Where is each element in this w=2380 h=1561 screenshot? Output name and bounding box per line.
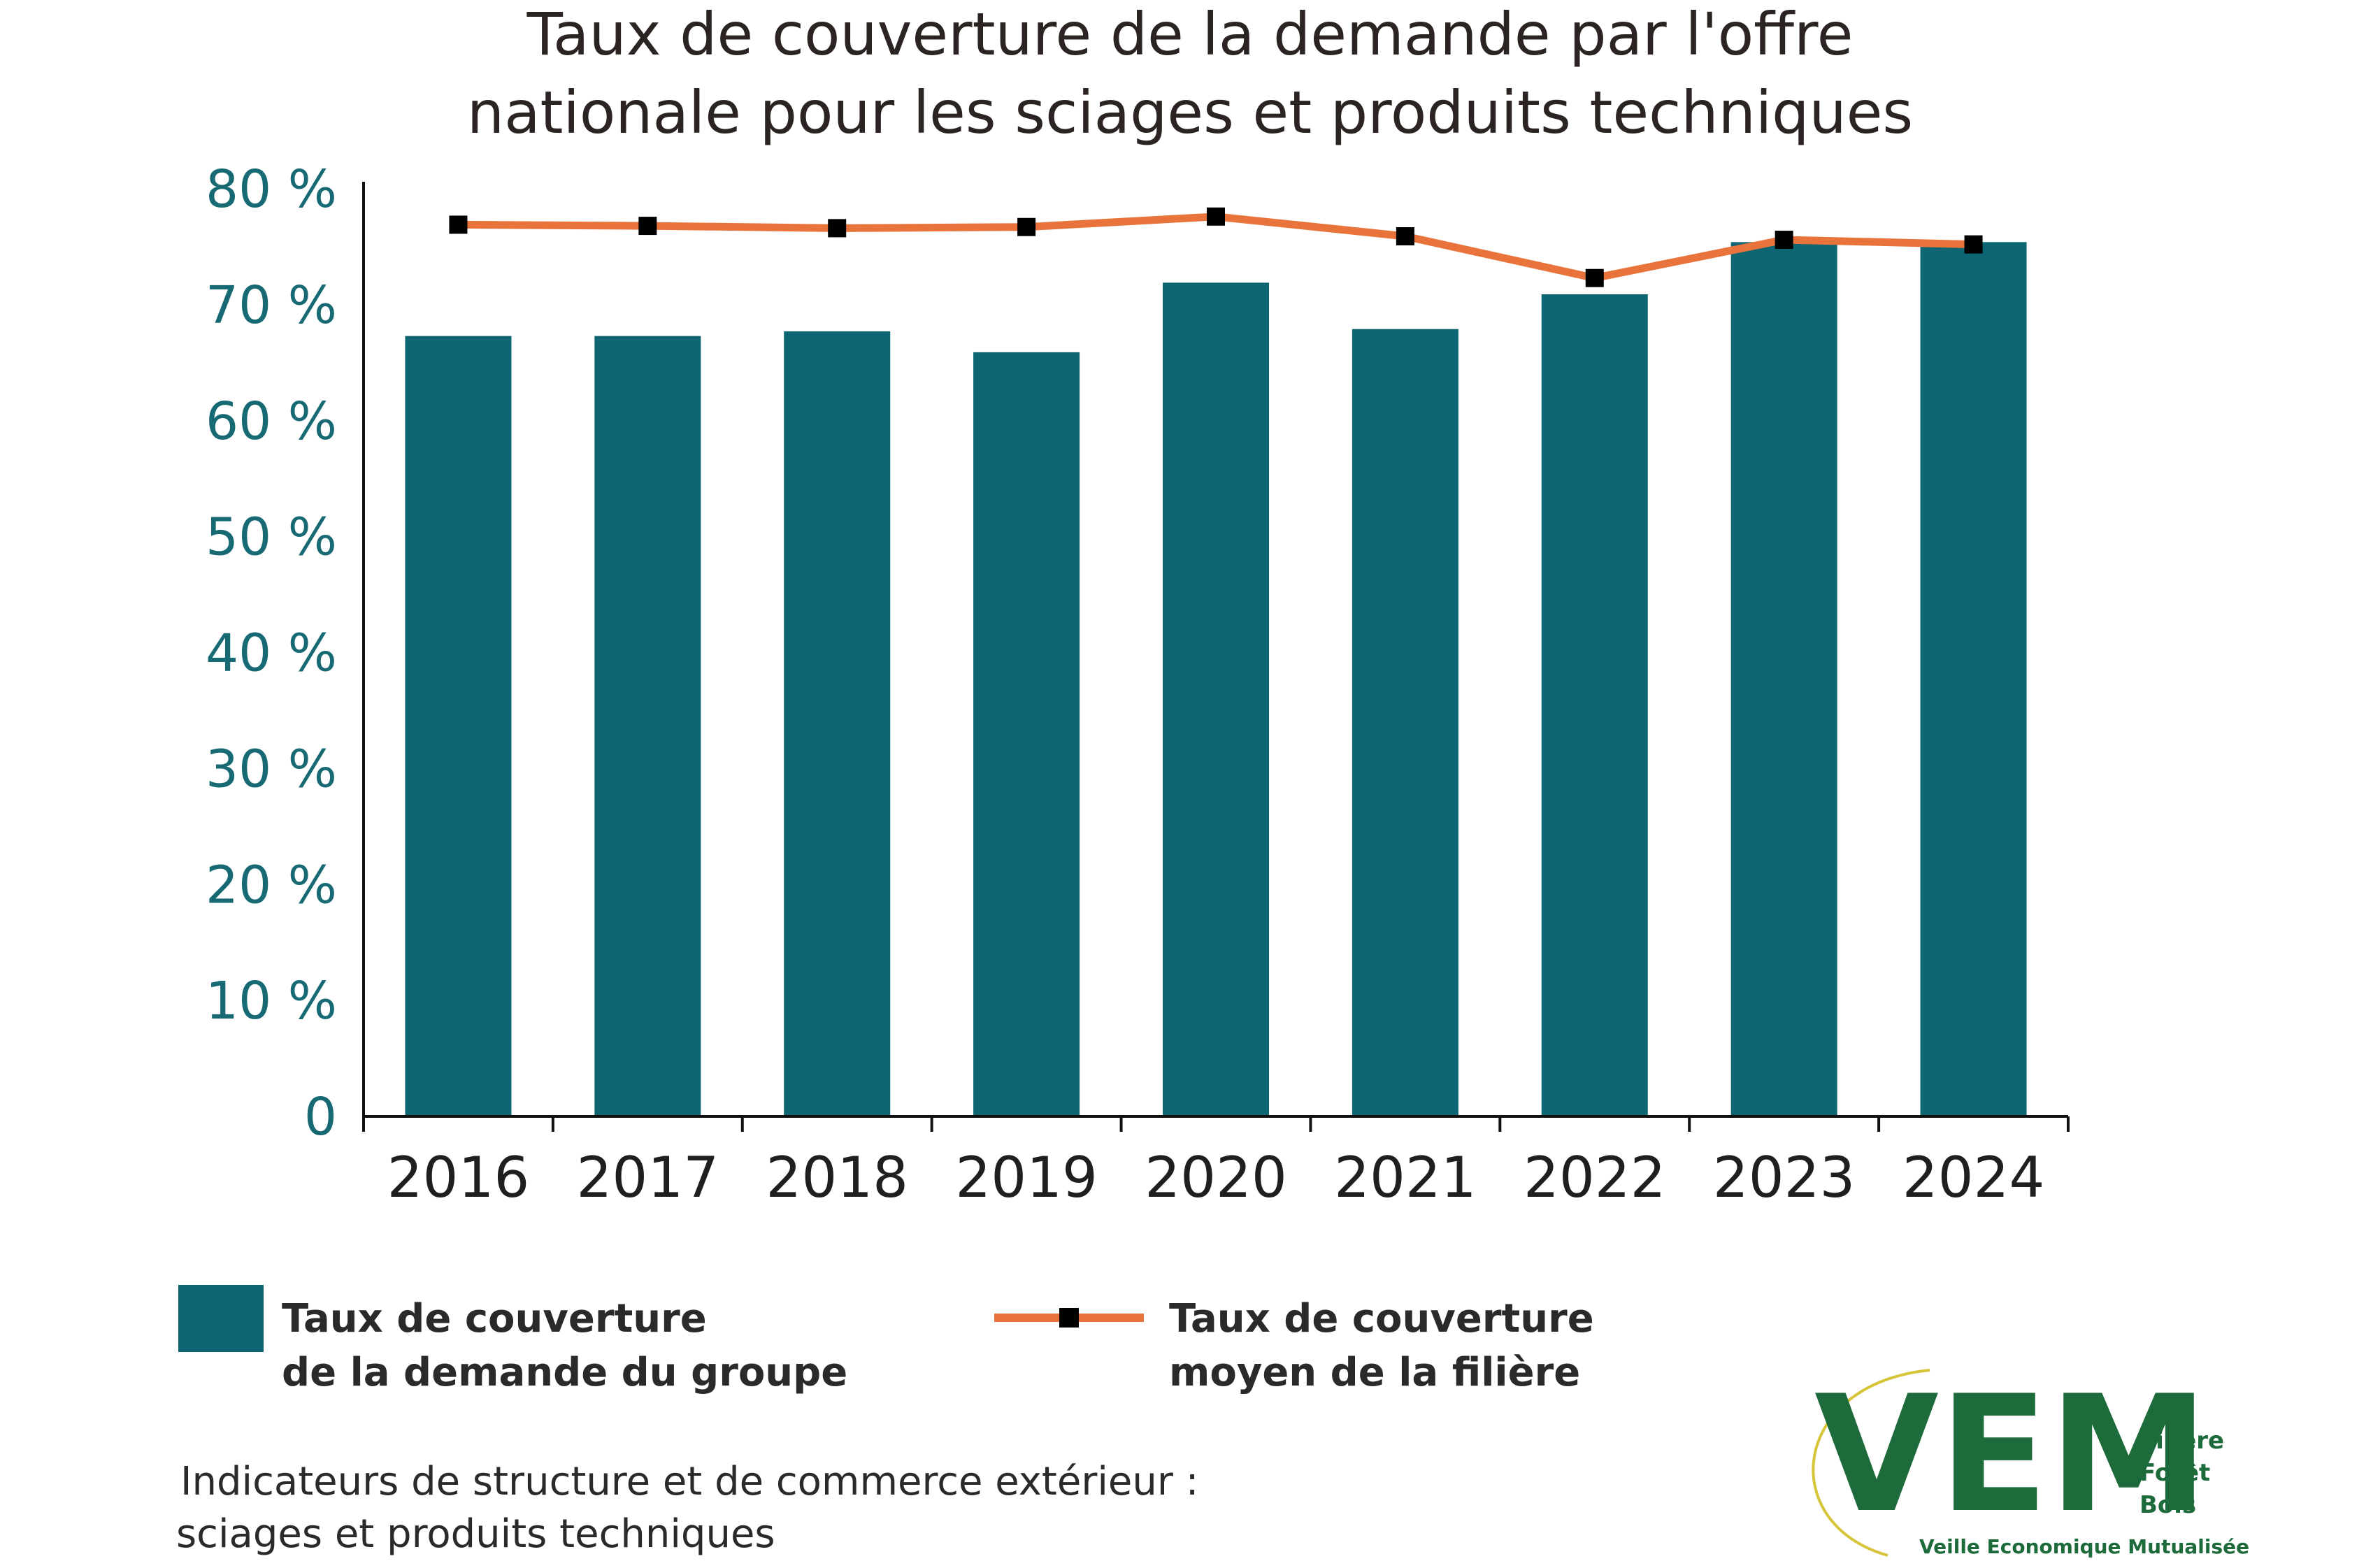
- y-tick-label: 60 %: [206, 391, 337, 452]
- logo-filiere: Filière: [2139, 1427, 2224, 1455]
- legend-line-label-line-2: moyen de la filière: [1169, 1350, 1580, 1395]
- bar-2019: [973, 352, 1080, 1116]
- line-point-2023: [1775, 230, 1793, 249]
- logo-arc: [1812, 1369, 1930, 1557]
- line-point-2022: [1585, 268, 1604, 287]
- source-line-2: sciages et produits techniques: [176, 1511, 775, 1557]
- line-series: [449, 207, 1983, 287]
- bar-2024: [1920, 242, 2027, 1116]
- y-tick-label: 30 %: [206, 739, 337, 799]
- bar-2023: [1730, 242, 1837, 1116]
- y-axis-ticks: 0 10 % 20 % 30 % 40 % 50 % 60 % 70 % 80 %: [206, 159, 337, 1147]
- bar-2017: [594, 336, 701, 1116]
- bar-series: [405, 242, 2027, 1116]
- bar-2018: [784, 331, 891, 1116]
- line-point-2019: [1017, 217, 1036, 236]
- y-tick-label: 50 %: [206, 508, 337, 568]
- x-tick-label: 2018: [766, 1145, 908, 1210]
- x-tick-label: 2017: [577, 1145, 719, 1210]
- x-axis-ticks: 2016 2017 2018 2019 2020 2021 2022 2023 2024: [387, 1145, 2045, 1210]
- line-point-2024: [1964, 235, 1983, 254]
- legend: Taux de couverture de la demande du grou…: [178, 1285, 1594, 1395]
- line-point-2021: [1396, 227, 1414, 246]
- legend-bar-label-line-2: de la demande du groupe: [282, 1350, 847, 1395]
- legend-line-label-line-1: Taux de couverture: [1169, 1296, 1594, 1341]
- y-tick-label: 70 %: [206, 275, 337, 336]
- legend-line-marker: [1059, 1308, 1079, 1328]
- x-tick-label: 2023: [1713, 1145, 1856, 1210]
- x-tick-label: 2021: [1334, 1145, 1477, 1210]
- logo-tagline: Veille Economique Mutualisée: [1919, 1535, 2249, 1558]
- x-tick-label: 2016: [387, 1145, 530, 1210]
- line-point-2018: [828, 219, 847, 238]
- legend-bar-swatch: [178, 1285, 264, 1352]
- bar-2016: [405, 336, 512, 1116]
- y-tick-label: 10 %: [206, 971, 337, 1031]
- y-tick-label: 40 %: [206, 624, 337, 684]
- x-tick-label: 2019: [955, 1145, 1098, 1210]
- line-point-2017: [638, 217, 657, 236]
- logo-bois: Bois: [2139, 1491, 2196, 1519]
- bar-2022: [1541, 294, 1648, 1116]
- logo-foret: Forêt: [2139, 1459, 2210, 1487]
- line-point-2020: [1207, 207, 1225, 226]
- x-tick-label: 2024: [1902, 1145, 2045, 1210]
- y-tick-label: 20 %: [206, 855, 337, 915]
- vem-logo: VEM Filière Forêt Bois Veille Economique…: [1812, 1362, 2249, 1558]
- bar-2020: [1163, 282, 1269, 1116]
- y-tick-label: 80 %: [206, 159, 337, 220]
- source-line-1: Indicateurs de structure et de commerce …: [180, 1459, 1199, 1504]
- x-tick-label: 2022: [1524, 1145, 1666, 1210]
- x-tick-label: 2020: [1145, 1145, 1287, 1210]
- bar-2021: [1352, 329, 1458, 1116]
- legend-bar-label-line-1: Taux de couverture: [282, 1296, 707, 1341]
- y-tick-label: 0: [304, 1087, 337, 1147]
- axes: [362, 182, 2070, 1132]
- line-point-2016: [449, 215, 468, 234]
- chart-title-line-1: Taux de couverture de la demande par l'o…: [526, 0, 1854, 69]
- chart-title-line-2: nationale pour les sciages et produits t…: [467, 78, 1913, 147]
- logo-mark: VEM: [1814, 1362, 2209, 1548]
